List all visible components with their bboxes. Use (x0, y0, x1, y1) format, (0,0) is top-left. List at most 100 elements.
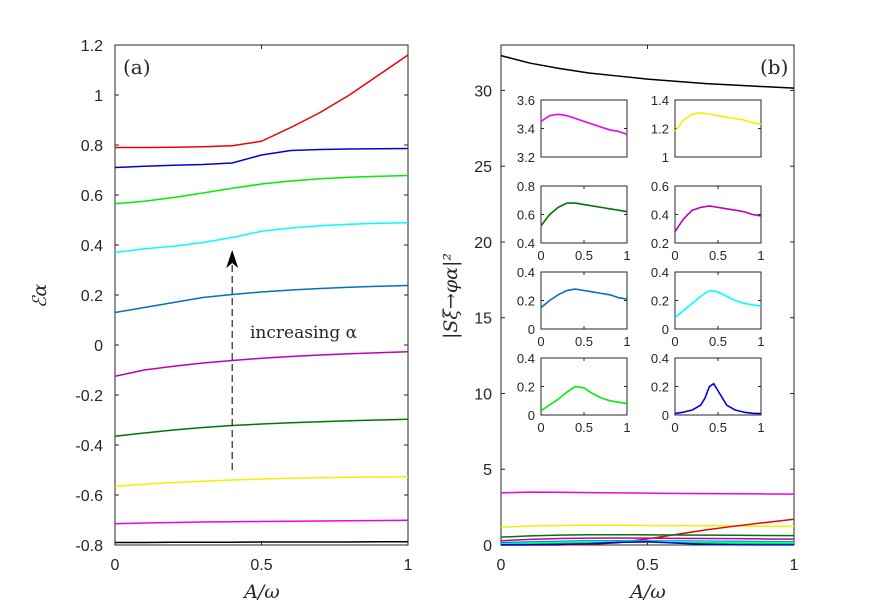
panel-b-ytick-label: 20 (474, 235, 492, 252)
inset-frame (540, 185, 628, 244)
inset-3-line (540, 202, 628, 227)
inset-8-xtick-label: 0.5 (709, 420, 727, 435)
inset-3: 0 0.5 1 0.4 0.6 0.8 (517, 179, 631, 263)
inset-7-xtick-label: 0 (537, 420, 544, 435)
inset-7-ytick-label: 0 (528, 408, 535, 423)
panel-b-xtick-label: 0.5 (636, 557, 658, 574)
inset-3-xtick-label: 1 (623, 248, 630, 263)
panel-a-ytick-label: 0.8 (81, 138, 103, 155)
inset-5-ytick-label: 0 (528, 322, 535, 337)
panel-b-series-line-10 (500, 540, 794, 546)
panel-a-xlabel: A/ω (242, 581, 280, 603)
panel-a-label: (a) (123, 55, 151, 79)
panel-a-frame (114, 44, 409, 546)
inset-frame (674, 357, 762, 416)
inset-4-ytick-label: 0.2 (651, 236, 669, 251)
panel-a-series-line-2 (114, 519, 409, 525)
inset-2: 1 1.2 1.4 (651, 93, 762, 165)
inset-3-ytick-label: 0.6 (517, 208, 535, 223)
panel-b-ytick-label: 5 (483, 462, 492, 479)
inset-2-ytick-label: 1.2 (651, 122, 669, 137)
panel-a-ytick-label: -0.4 (75, 438, 103, 455)
inset-7-ytick-label: 0.4 (517, 351, 535, 366)
panel-a-ytick-label: -0.2 (75, 388, 103, 405)
panel-a-ylabel: ℰα (29, 284, 51, 309)
inset-3-ytick-label: 0.8 (517, 179, 535, 194)
inset-5-ytick-label: 0.4 (517, 265, 535, 280)
panel-b-label: (b) (760, 55, 788, 79)
panel-a-ytick-label: -0.6 (75, 488, 103, 505)
inset-6-ytick-label: 0.4 (651, 265, 669, 280)
panel-a-series-line-6 (114, 284, 409, 314)
inset-3-xtick-label: 0.5 (575, 248, 593, 263)
inset-5-xtick-label: 0.5 (575, 334, 593, 349)
inset-6-line (674, 289, 762, 319)
panel-b-xtick-label: 1 (790, 557, 799, 574)
inset-6-xtick-label: 0.5 (709, 334, 727, 349)
inset-4-line (674, 205, 762, 233)
inset-8-ytick-label: 0.2 (651, 380, 669, 395)
panel-a-ytick-label: 0.4 (81, 238, 103, 255)
panel-a-ytick-label: -0.8 (75, 538, 103, 555)
panel-b-insets: 3.2 3.4 3.6 1 1.2 1.4 0 0.5 1 0.4 0.6 0.8 0 0.5 1 0.2 0.… (517, 93, 765, 435)
inset-4-xtick-label: 0.5 (709, 248, 727, 263)
panel-b-series-line-3 (500, 524, 795, 528)
inset-8: 0 0.5 1 0 0.2 0.4 (651, 351, 765, 435)
inset-2-line (674, 112, 762, 132)
inset-frame (674, 271, 762, 330)
inset-8-xtick-label: 1 (757, 420, 764, 435)
inset-6: 0 0.5 1 0 0.2 0.4 (651, 265, 765, 349)
panel-b-xlabel: A/ω (628, 581, 666, 603)
panel-b-series (500, 54, 795, 546)
inset-1-ytick-label: 3.6 (517, 93, 535, 108)
inset-frame (540, 271, 628, 330)
inset-4: 0 0.5 1 0.2 0.4 0.6 (651, 179, 765, 263)
panel-a-ticks: 0 0.5 1 -0.8 -0.6 -0.4 -0.2 0 0.2 0.4 0.6 0.8 1 1.2 (75, 38, 412, 574)
panel-a-series-line-8 (114, 174, 409, 205)
panel-a-xtick-label: 0 (111, 557, 120, 574)
annotation-increasing-alpha: increasing α (250, 323, 358, 343)
panel-a-series-line-1 (115, 541, 408, 544)
panel-b-ytick-label: 10 (474, 386, 492, 403)
panel-b-series-line-5 (500, 533, 795, 538)
inset-frame (674, 99, 762, 158)
panel-b-series-line-1 (500, 54, 795, 89)
panel-a: 0 0.5 1 -0.8 -0.6 -0.4 -0.2 0 0.2 0.4 0.6 0.8 1 1.2 (… (29, 38, 413, 603)
inset-2-ytick-label: 1.4 (651, 93, 669, 108)
inset-5: 0 0.5 1 0 0.2 0.4 (517, 265, 631, 349)
panel-a-series-line-9 (114, 147, 409, 169)
inset-6-xtick-label: 0 (671, 334, 678, 349)
panel-a-series-line-7 (114, 222, 409, 254)
panel-a-ytick-label: 1 (94, 88, 103, 105)
panel-b-ylabel: |Sξ→φα|² (440, 253, 462, 339)
panel-a-ytick-label: 0 (94, 338, 103, 355)
increasing-arrow (226, 250, 239, 470)
panel-a-xtick-label: 0.5 (250, 557, 272, 574)
inset-7-xtick-label: 1 (623, 420, 630, 435)
inset-4-xtick-label: 0 (671, 248, 678, 263)
panel-a-series-line-3 (114, 476, 409, 487)
inset-8-ytick-label: 0.4 (651, 351, 669, 366)
inset-8-line (674, 382, 762, 415)
inset-7-xtick-label: 0.5 (575, 420, 593, 435)
inset-6-xtick-label: 1 (757, 334, 764, 349)
panel-a-series-line-4 (114, 418, 409, 437)
panel-b-ytick-label: 30 (474, 83, 492, 100)
inset-3-ytick-label: 0.4 (517, 236, 535, 251)
inset-7: 0 0.5 1 0 0.2 0.4 (517, 351, 631, 435)
inset-1-ytick-label: 3.2 (517, 150, 535, 165)
inset-8-ytick-label: 0 (662, 408, 669, 423)
panel-b-ytick-label: 25 (474, 159, 492, 176)
inset-1: 3.2 3.4 3.6 (517, 93, 628, 165)
panel-a-xtick-label: 1 (404, 557, 413, 574)
arrow-head (226, 250, 239, 268)
inset-1-ytick-label: 3.4 (517, 122, 535, 137)
inset-7-ytick-label: 0.2 (517, 380, 535, 395)
inset-5-xtick-label: 0 (537, 334, 544, 349)
panel-b-ytick-label: 0 (483, 538, 492, 555)
inset-frame (540, 357, 628, 416)
inset-4-ytick-label: 0.4 (651, 208, 669, 223)
